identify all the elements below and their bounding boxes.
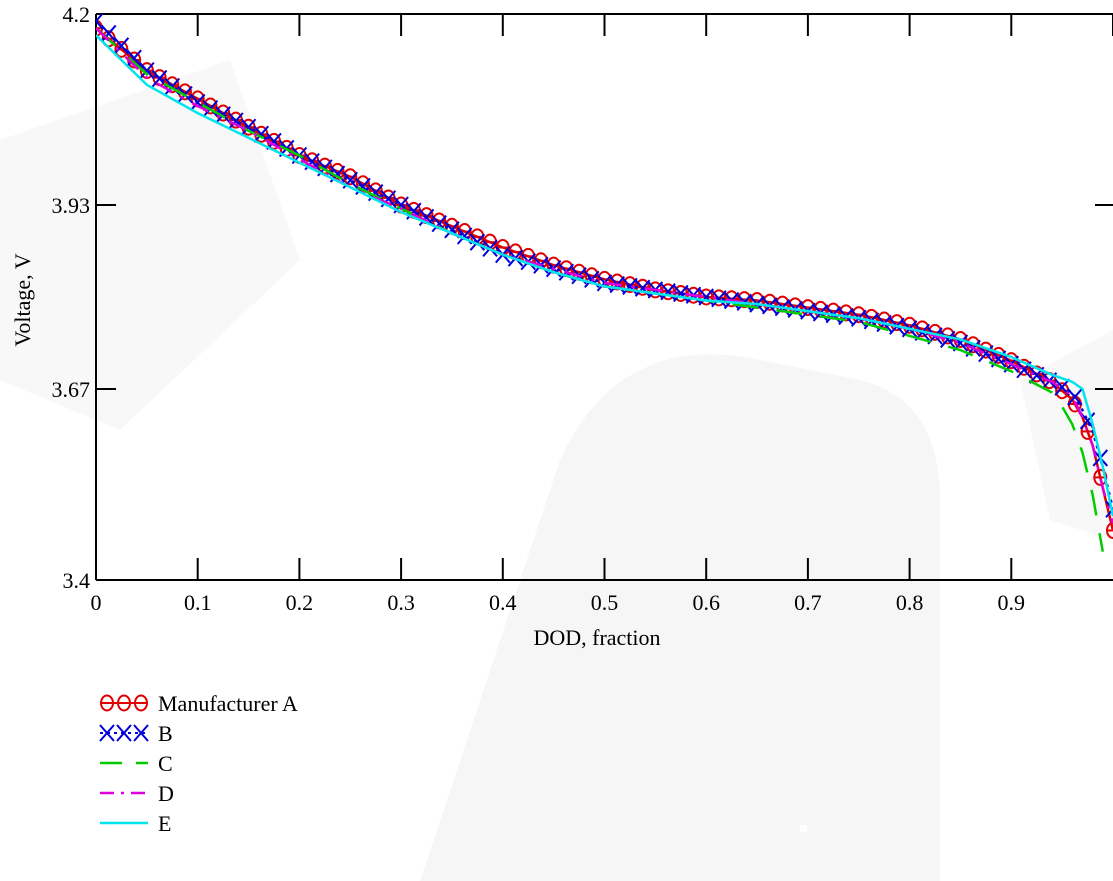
y-tick-label: 4.2 [63,2,91,27]
x-tick-label: 0.3 [387,590,415,615]
legend-marker [117,694,131,712]
legend-label: E [158,811,171,836]
legend-label: C [158,751,173,776]
data-point [939,330,956,349]
x-tick-label: 0.9 [998,590,1026,615]
data-point [1067,388,1083,406]
x-tick-label: 0.7 [794,590,822,615]
data-point [711,290,727,308]
y-tick-label: 3.93 [52,193,91,218]
legend-marker [100,694,114,712]
legend-label: B [158,721,173,746]
x-tick-label: 0.1 [184,590,212,615]
legend-item: Manufacturer A [100,691,298,716]
x-tick-label: 0.6 [692,590,720,615]
data-point [100,24,117,43]
legend-marker [134,694,148,712]
ticks [96,13,1113,581]
data-point [215,106,231,124]
legend-item: E [100,811,171,836]
stray-mark [800,825,807,832]
x-tick-label: 0.5 [591,590,619,615]
x-tick-label: 0 [91,590,102,615]
series-e [96,34,1113,517]
y-tick-label: 3.4 [63,568,91,593]
x-tick-label: 0.2 [286,590,314,615]
legend-item: C [100,751,173,776]
legend-label: D [158,781,174,806]
legend-item: D [100,781,174,806]
x-tick-label: 0.8 [896,590,924,615]
legend-label: Manufacturer A [158,691,298,716]
y-axis-title: Voltage, V [10,253,35,346]
x-tick-label: 0.4 [489,590,517,615]
x-axis-title: DOD, fraction [533,625,660,650]
series-layer [96,14,1113,552]
data-point [1105,500,1113,518]
y-tick-label: 3.67 [52,377,91,402]
legend-marker [133,724,149,742]
data-point [139,61,155,80]
data-point [113,37,130,55]
legend-item: B [99,721,173,746]
legend-marker [99,724,115,742]
data-point [96,14,104,30]
data-point [126,49,142,67]
data-point [418,208,435,227]
series-line [96,34,1113,517]
legend-marker [116,724,132,742]
data-point [469,233,486,251]
tick-labels: 0 0.1 0.2 0.3 0.4 0.5 0.6 0.7 0.8 0.9 4.2 3.93 3.67 3… [52,2,1026,615]
data-point [978,344,994,363]
